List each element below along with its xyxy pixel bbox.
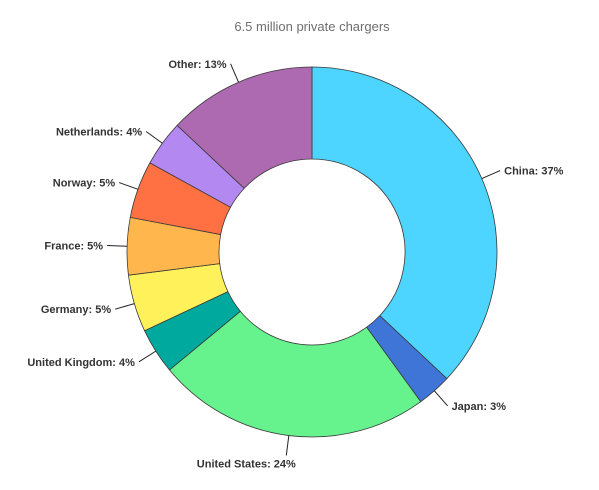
leader-germany [115,303,135,310]
label-germany: Germany: 5% [41,304,112,316]
label-france: France: 5% [44,241,103,253]
leader-lines [107,63,501,456]
label-japan: Japan: 3% [452,401,507,413]
label-other: Other: 13% [169,59,227,71]
leader-france [107,245,128,247]
leader-japan [433,390,448,407]
label-united-states: United States: 24% [197,458,296,470]
slice-china [311,66,498,380]
leader-china [481,170,501,179]
slice-labels: China: 37% Japan: 3% United States: 24% Uni… [27,59,563,471]
leader-other [230,63,239,83]
label-norway: Norway: 5% [53,178,116,190]
leader-netherlands [145,131,163,144]
slice-united-states [168,310,422,438]
slice-other [176,66,313,189]
label-china: China: 37% [504,166,564,178]
donut-slices [126,66,498,438]
leader-norway [118,182,139,190]
chart-title: 6.5 million private chargers [234,19,390,34]
label-netherlands: Netherlands: 4% [56,127,142,139]
leader-united-states [285,435,290,456]
label-united-kingdom: United Kingdom: 4% [27,357,135,369]
leader-united-kingdom [138,350,157,363]
